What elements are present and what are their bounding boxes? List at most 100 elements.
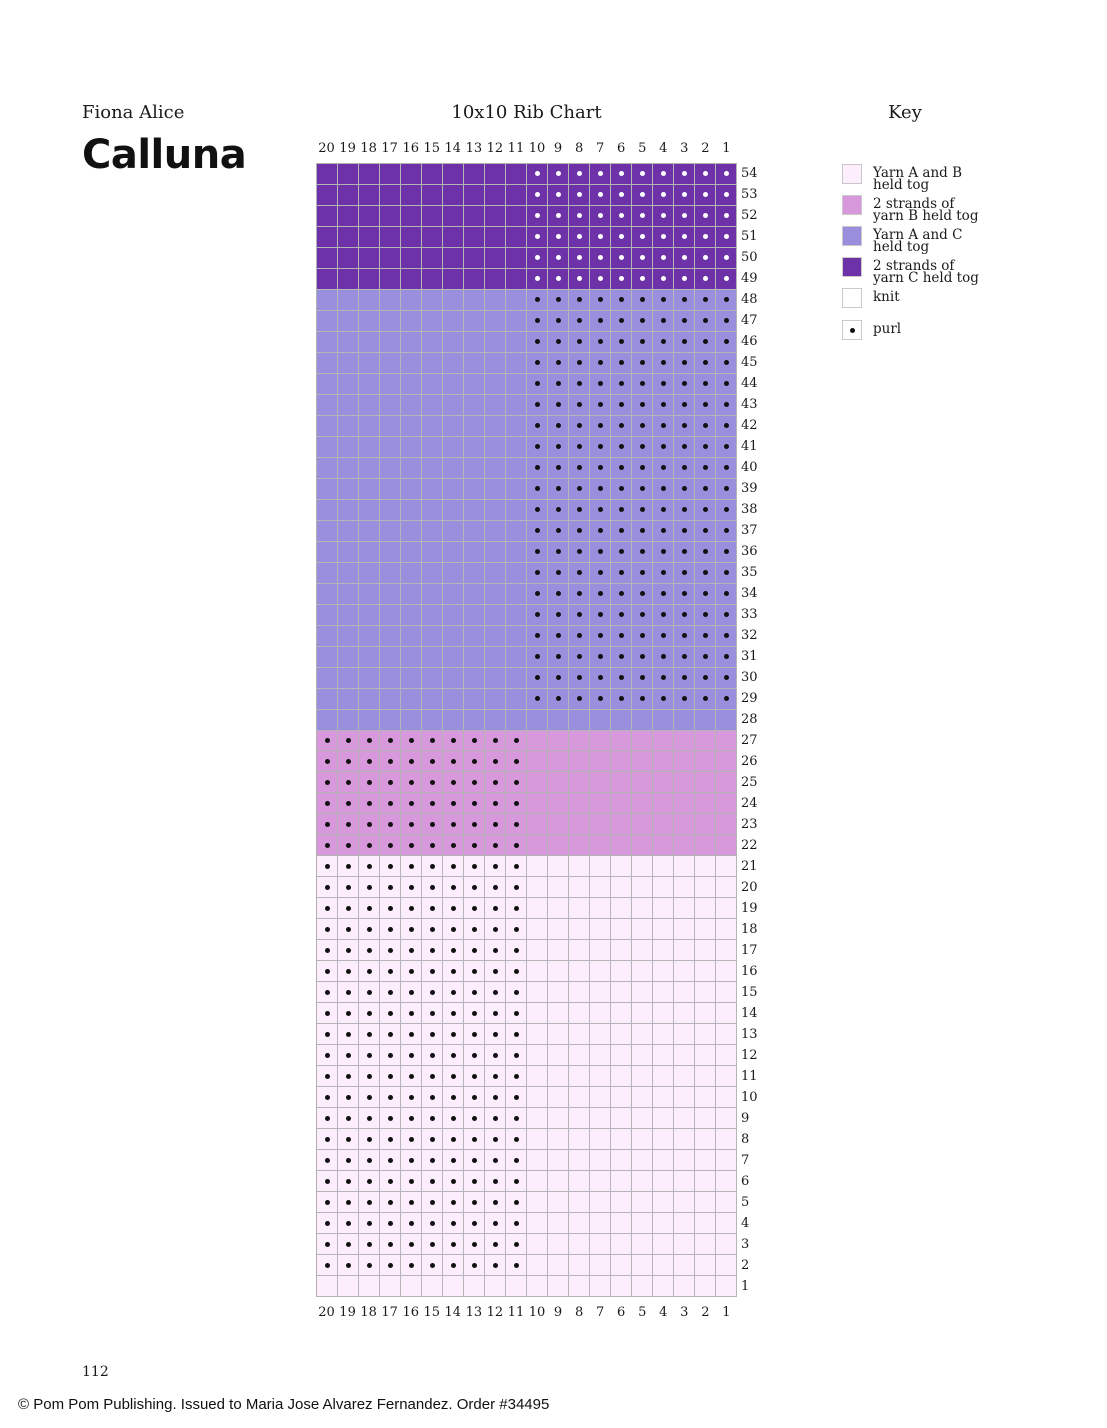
knit-stitch-cell [590, 919, 611, 941]
purl-stitch-cell [590, 184, 611, 206]
knit-stitch-cell [338, 247, 359, 269]
row-number: 19 [741, 901, 758, 916]
purl-stitch-cell [632, 310, 653, 332]
knit-stitch-cell [485, 520, 506, 542]
purl-stitch-cell [695, 331, 716, 353]
knit-stitch-cell [464, 499, 485, 521]
knit-stitch-cell [317, 436, 338, 458]
knit-stitch-cell [695, 772, 716, 794]
knit-stitch-cell [569, 772, 590, 794]
purl-stitch-cell [506, 856, 527, 878]
knit-stitch-cell [338, 331, 359, 353]
knit-stitch-cell [611, 751, 632, 773]
purl-stitch-cell [674, 478, 695, 500]
knit-stitch-cell [569, 898, 590, 920]
purl-stitch-cell [359, 940, 380, 962]
purl-stitch-cell [695, 415, 716, 437]
purl-stitch-cell [653, 646, 674, 668]
knit-stitch-cell [590, 709, 611, 731]
purl-stitch-cell [632, 394, 653, 416]
knit-stitch-cell [611, 1003, 632, 1025]
knit-stitch-cell [674, 1003, 695, 1025]
knit-stitch-cell [548, 1276, 569, 1297]
purl-stitch-cell [401, 1234, 422, 1256]
purl-stitch-cell [359, 1192, 380, 1214]
knit-stitch-cell [527, 730, 548, 752]
purl-stitch-cell [653, 184, 674, 206]
knit-stitch-cell [548, 898, 569, 920]
knit-stitch-cell [716, 919, 737, 941]
purl-stitch-cell [527, 310, 548, 332]
row-number: 15 [741, 985, 758, 1000]
knit-stitch-cell [716, 1024, 737, 1046]
purl-stitch-cell [716, 394, 737, 416]
column-number: 15 [423, 141, 441, 156]
purl-stitch-cell [632, 289, 653, 311]
knit-stitch-cell [422, 268, 443, 290]
knit-stitch-cell [527, 1192, 548, 1214]
knit-stitch-cell [338, 646, 359, 668]
purl-stitch-cell [695, 688, 716, 710]
knit-stitch-cell [674, 793, 695, 815]
purl-stitch-cell [338, 1150, 359, 1172]
knit-stitch-cell [443, 457, 464, 479]
knit-stitch-cell [716, 877, 737, 899]
purl-stitch-cell [464, 1129, 485, 1151]
purl-stitch-cell [317, 1066, 338, 1088]
purl-stitch-cell [674, 352, 695, 374]
knit-stitch-cell [485, 709, 506, 731]
purl-stitch-cell [653, 625, 674, 647]
row-number: 23 [741, 817, 758, 832]
knit-stitch-cell [443, 709, 464, 731]
knit-stitch-cell [317, 289, 338, 311]
purl-stitch-cell [359, 961, 380, 983]
knit-stitch-cell [527, 1276, 548, 1297]
knit-stitch-cell [632, 1045, 653, 1067]
yarn-b-b-swatch [842, 195, 862, 215]
knit-stitch-cell [653, 793, 674, 815]
knit-stitch-cell [422, 646, 443, 668]
purl-stitch-cell [590, 541, 611, 563]
knit-stitch-cell [590, 835, 611, 857]
purl-stitch-cell [611, 667, 632, 689]
knit-stitch-cell [590, 877, 611, 899]
row-number: 53 [741, 187, 758, 202]
purl-stitch-cell [611, 205, 632, 227]
column-number: 10 [528, 141, 546, 156]
purl-stitch-cell [611, 436, 632, 458]
row-number: 49 [741, 271, 758, 286]
knit-stitch-cell [527, 1234, 548, 1256]
purl-stitch-cell [590, 394, 611, 416]
purl-stitch-cell [401, 982, 422, 1004]
purl-stitch-cell [569, 373, 590, 395]
knit-stitch-cell [380, 205, 401, 227]
knit-stitch-cell [401, 436, 422, 458]
purl-stitch-cell [380, 877, 401, 899]
purl-stitch-cell [485, 1066, 506, 1088]
purl-stitch-cell [317, 1150, 338, 1172]
knit-stitch-cell [632, 1150, 653, 1172]
knit-stitch-cell [443, 646, 464, 668]
knit-stitch-cell [548, 772, 569, 794]
purl-stitch-cell [317, 1255, 338, 1277]
knit-stitch-cell [485, 310, 506, 332]
knit-stitch-cell [548, 814, 569, 836]
column-number: 19 [339, 141, 356, 156]
purl-stitch-cell [401, 751, 422, 773]
knit-stitch-cell [506, 436, 527, 458]
purl-stitch-cell [443, 730, 464, 752]
purl-stitch-cell [359, 1171, 380, 1193]
knit-stitch-cell [548, 1192, 569, 1214]
knit-stitch-cell [506, 688, 527, 710]
purl-stitch-cell [338, 1108, 359, 1130]
purl-stitch-cell [485, 1192, 506, 1214]
purl-stitch-cell [590, 520, 611, 542]
purl-dot-icon [842, 320, 862, 340]
knit-stitch-cell [464, 667, 485, 689]
knit-stitch-cell [380, 331, 401, 353]
knit-stitch-cell [695, 730, 716, 752]
knit-stitch-cell [338, 562, 359, 584]
knit-stitch-cell [590, 940, 611, 962]
purl-stitch-cell [380, 1171, 401, 1193]
